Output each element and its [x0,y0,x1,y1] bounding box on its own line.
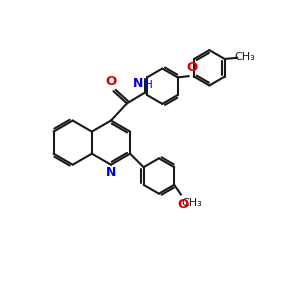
Text: N: N [133,76,143,90]
Text: O: O [105,75,117,88]
Text: H: H [145,80,153,90]
Text: N: N [106,166,116,179]
Text: CH₃: CH₃ [234,52,255,62]
Text: O: O [186,61,197,74]
Text: CH₃: CH₃ [182,198,202,208]
Text: O: O [177,198,188,211]
